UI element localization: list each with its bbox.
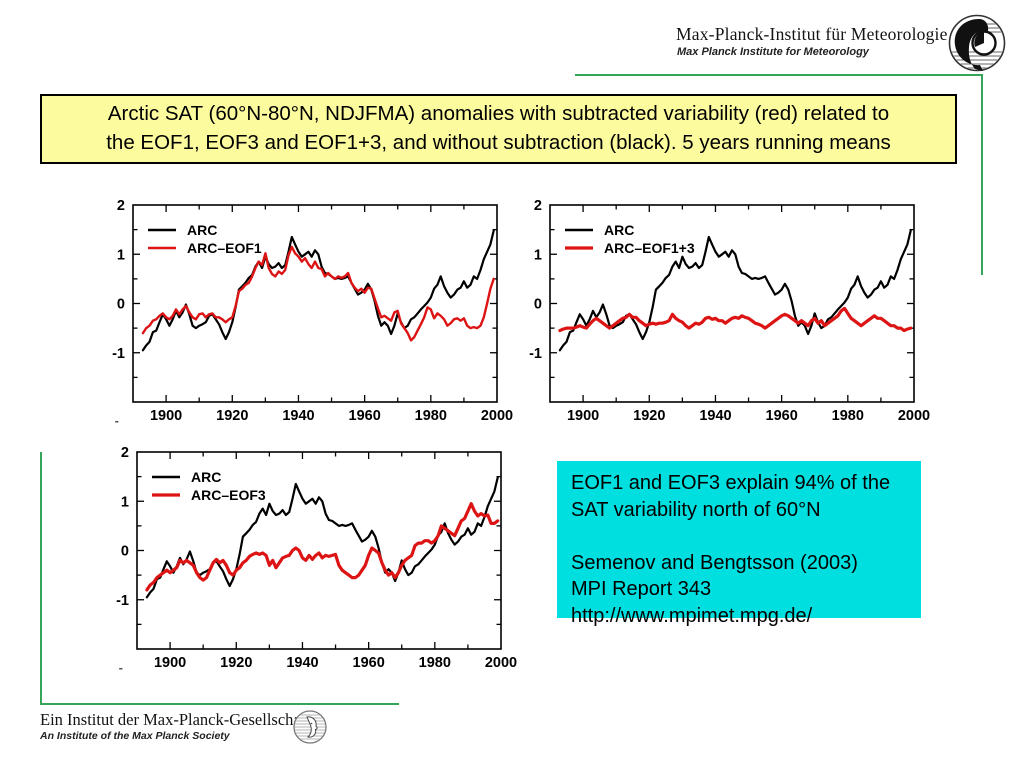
slide-title-line-2: the EOF1, EOF3 and EOF1+3, and without s… xyxy=(106,131,891,154)
svg-text:ARC: ARC xyxy=(604,222,634,238)
svg-text:2000: 2000 xyxy=(481,408,513,424)
svg-text:ARC: ARC xyxy=(187,222,217,238)
svg-text:1: 1 xyxy=(534,247,542,263)
footer-text-de: Ein Institut der Max-Planck-Gesellschaft xyxy=(40,710,311,729)
svg-text:1960: 1960 xyxy=(349,408,381,424)
svg-text:ARC: ARC xyxy=(191,469,221,485)
frame-line-left xyxy=(40,452,42,705)
mpi-meteorology-logo-icon xyxy=(948,14,1006,72)
svg-text:-: - xyxy=(119,660,123,675)
info-url-link[interactable]: http://www.mpimet.mpg.de/ xyxy=(571,604,813,627)
svg-text:1920: 1920 xyxy=(216,408,248,424)
svg-text:1980: 1980 xyxy=(419,655,451,671)
svg-text:2: 2 xyxy=(121,445,129,461)
svg-text:1960: 1960 xyxy=(766,408,798,424)
frame-line-right xyxy=(981,74,983,275)
footer: Ein Institut der Max-Planck-Gesellschaft… xyxy=(40,710,311,742)
svg-text:0: 0 xyxy=(117,297,125,313)
info-report: MPI Report 343 xyxy=(571,578,712,600)
svg-text:1980: 1980 xyxy=(832,408,864,424)
svg-text:-1: -1 xyxy=(529,346,542,362)
svg-text:-: - xyxy=(115,413,119,428)
svg-text:1: 1 xyxy=(121,494,129,510)
chart-arc-vs-arc-eof1: 1900 1920 1940 1960 1980 2000 2 1 0 -1 - ARC ARC–EOF… xyxy=(112,198,513,428)
slide-title-box: Arctic SAT (60°N-80°N, NDJFMA) anomalies… xyxy=(40,94,957,164)
slide-title-line-1: Arctic SAT (60°N-80°N, NDJFMA) anomalies… xyxy=(107,102,890,125)
svg-text:1920: 1920 xyxy=(220,655,252,671)
svg-text:2: 2 xyxy=(117,198,125,214)
svg-text:1900: 1900 xyxy=(150,408,182,424)
institute-name-en: Max Planck Institute for Meteorology xyxy=(677,46,869,58)
header: Max-Planck-Institut für Meteorologie Max… xyxy=(676,24,956,58)
info-box: EOF1 and EOF3 explain 94% of the SAT var… xyxy=(557,461,921,627)
info-line: EOF1 and EOF3 explain 94% of the xyxy=(571,472,891,494)
svg-text:1940: 1940 xyxy=(699,408,731,424)
svg-text:1960: 1960 xyxy=(353,655,385,671)
svg-text:2000: 2000 xyxy=(898,408,930,424)
svg-text:ARC–EOF1+3: ARC–EOF1+3 xyxy=(604,240,695,256)
svg-text:1900: 1900 xyxy=(567,408,599,424)
svg-text:ARC–EOF1: ARC–EOF1 xyxy=(187,240,262,256)
svg-text:1940: 1940 xyxy=(286,655,318,671)
frame-line-bottom xyxy=(40,703,399,705)
svg-text:1900: 1900 xyxy=(154,655,186,671)
svg-text:ARC–EOF3: ARC–EOF3 xyxy=(191,487,266,503)
svg-text:1940: 1940 xyxy=(282,408,314,424)
footer-text-en: An Institute of the Max Planck Society xyxy=(40,730,230,742)
svg-text:2000: 2000 xyxy=(485,655,517,671)
minerva-logo-icon xyxy=(293,710,327,744)
svg-text:-1: -1 xyxy=(112,346,125,362)
institute-name-de: Max-Planck-Institut für Meteorologie xyxy=(676,24,948,44)
svg-text:-1: -1 xyxy=(116,593,129,609)
svg-text:2: 2 xyxy=(534,198,542,214)
svg-text:1: 1 xyxy=(117,247,125,263)
svg-text:0: 0 xyxy=(534,297,542,313)
chart-arc-vs-arc-eof3: 1900 1920 1940 1960 1980 2000 2 1 0 -1 - ARC ARC–EOF… xyxy=(116,445,517,675)
chart-arc-vs-arc-eof1plus3: 1900 1920 1940 1960 1980 2000 2 1 0 -1 ARC ARC–EOF1… xyxy=(529,198,930,424)
svg-text:1980: 1980 xyxy=(415,408,447,424)
svg-text:0: 0 xyxy=(121,544,129,560)
info-line-spacer xyxy=(571,523,921,550)
svg-text:1920: 1920 xyxy=(633,408,665,424)
frame-line-top xyxy=(575,74,982,76)
info-citation: Semenov and Bengtsson (2003) xyxy=(571,551,858,574)
info-line: SAT variability north of 60°N xyxy=(571,498,821,521)
